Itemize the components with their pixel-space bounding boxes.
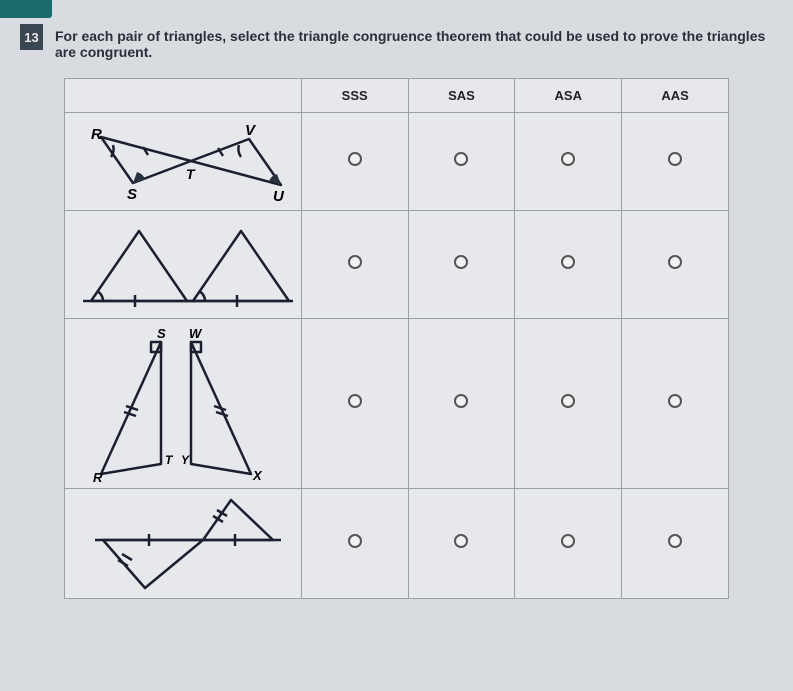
table-row: R S T V U [65, 113, 729, 211]
option-cell [622, 113, 729, 211]
label-Y: Y [181, 453, 190, 467]
table-row: S W T Y R X [65, 319, 729, 489]
radio-r1-asa[interactable] [561, 152, 575, 166]
header-sas: SAS [408, 79, 515, 113]
radio-r1-aas[interactable] [668, 152, 682, 166]
question-text: For each pair of triangles, select the t… [55, 24, 773, 60]
radio-r4-sss[interactable] [348, 534, 362, 548]
radio-r4-sas[interactable] [454, 534, 468, 548]
header-blank [65, 79, 302, 113]
table-header-row: SSS SAS ASA AAS [65, 79, 729, 113]
tall-triangles-icon: S W T Y R X [73, 324, 293, 484]
top-tab-fragment [0, 0, 52, 18]
radio-r3-asa[interactable] [561, 394, 575, 408]
label-X: X [252, 468, 263, 483]
option-cell [515, 489, 622, 599]
option-cell [301, 319, 408, 489]
question-number-badge: 13 [20, 24, 43, 50]
label-W: W [189, 326, 203, 341]
diagram-cell-2 [65, 211, 302, 319]
radio-r1-sss[interactable] [348, 152, 362, 166]
option-cell [408, 319, 515, 489]
label-S: S [127, 186, 137, 203]
radio-r2-sas[interactable] [454, 255, 468, 269]
option-cell [515, 211, 622, 319]
option-cell [301, 211, 408, 319]
radio-r1-sas[interactable] [454, 152, 468, 166]
table-row [65, 489, 729, 599]
radio-r2-aas[interactable] [668, 255, 682, 269]
question-header: 13 For each pair of triangles, select th… [0, 0, 793, 72]
option-cell [301, 489, 408, 599]
table-row [65, 211, 729, 319]
label-V: V [245, 122, 257, 139]
two-triangles-icon [73, 215, 293, 315]
radio-r4-asa[interactable] [561, 534, 575, 548]
radio-r3-sss[interactable] [348, 394, 362, 408]
diagram-cell-3: S W T Y R X [65, 319, 302, 489]
option-cell [408, 113, 515, 211]
option-cell [301, 113, 408, 211]
option-cell [515, 319, 622, 489]
shared-side-triangles-icon [73, 494, 293, 594]
radio-r4-aas[interactable] [668, 534, 682, 548]
option-cell [622, 489, 729, 599]
congruence-table: SSS SAS ASA AAS [64, 78, 729, 599]
header-sss: SSS [301, 79, 408, 113]
option-cell [622, 319, 729, 489]
option-cell [408, 211, 515, 319]
diagram-cell-1: R S T V U [65, 113, 302, 211]
label-T: T [186, 166, 196, 182]
diagram-cell-4 [65, 489, 302, 599]
radio-r2-asa[interactable] [561, 255, 575, 269]
bowtie-triangles-icon: R S T V U [73, 117, 293, 207]
table-container: SSS SAS ASA AAS [0, 72, 793, 599]
radio-r2-sss[interactable] [348, 255, 362, 269]
label-T: T [165, 453, 174, 467]
header-asa: ASA [515, 79, 622, 113]
label-S: S [157, 326, 166, 341]
option-cell [622, 211, 729, 319]
label-R: R [93, 470, 103, 484]
radio-r3-aas[interactable] [668, 394, 682, 408]
option-cell [408, 489, 515, 599]
label-U: U [273, 188, 285, 205]
radio-r3-sas[interactable] [454, 394, 468, 408]
option-cell [515, 113, 622, 211]
header-aas: AAS [622, 79, 729, 113]
label-R: R [91, 126, 102, 143]
